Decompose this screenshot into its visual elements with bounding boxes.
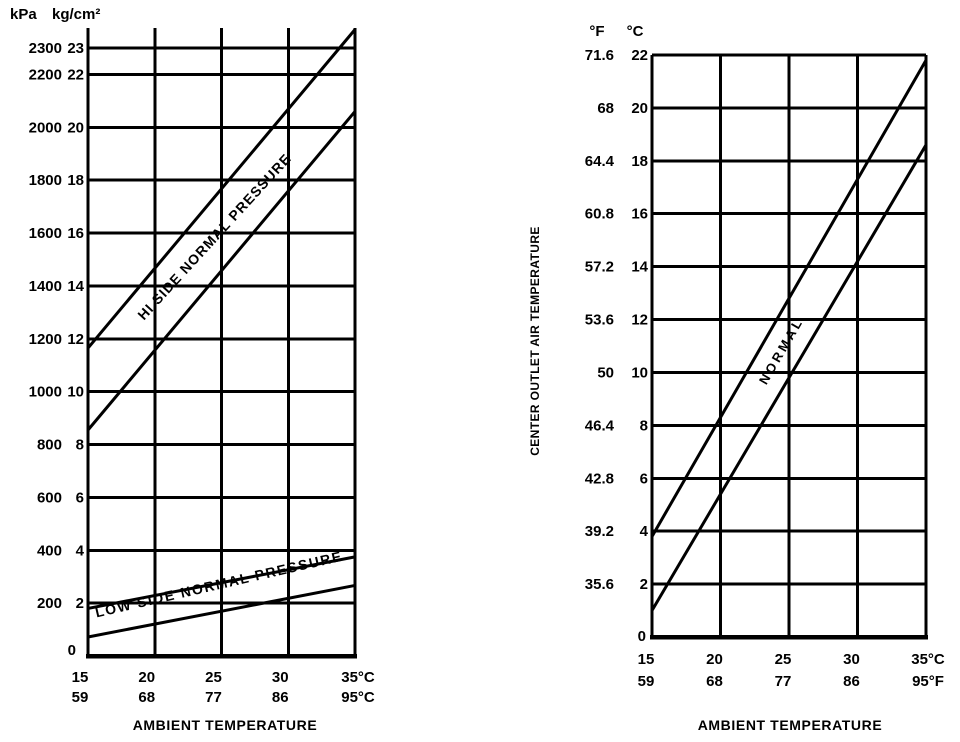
y-tick-label-f: 71.6: [585, 47, 614, 64]
x-tick-label-fahrenheit: 86: [272, 689, 289, 706]
y-tick-label-kpa: 1000: [29, 384, 62, 401]
y-tick-label-f: 60.8: [585, 206, 614, 223]
y-tick-label-kpa: 2000: [29, 119, 62, 136]
outlet-temp-unit-c-label: °C: [627, 23, 644, 40]
x-tick-label-fahrenheit: 95°F: [912, 673, 944, 690]
y-tick-label-c: 22: [631, 47, 648, 64]
low-side-normal-pressure-lower-bound-line: [87, 583, 356, 639]
outlet-temp-chart-series: [650, 59, 928, 612]
y-tick-label-kpa: 1600: [29, 225, 62, 242]
x-tick-label-celsius: 15: [72, 669, 89, 686]
y-tick-label-f: 35.6: [585, 576, 614, 593]
x-tick-label-celsius: 35°C: [911, 651, 945, 668]
x-tick-label-fahrenheit: 68: [706, 673, 723, 690]
x-tick-label-fahrenheit: 59: [72, 689, 89, 706]
y-tick-label-kg: 23: [67, 40, 84, 57]
x-tick-label-celsius: 25: [775, 651, 792, 668]
outlet-temp-unit-f-label: °F: [589, 23, 604, 40]
low-side-normal-pressure-upper-bound-line: [87, 555, 356, 610]
normal-band-lower-bound-line: [650, 144, 928, 612]
x-tick-label-fahrenheit: 95°C: [341, 689, 375, 706]
y-tick-label-kg: 12: [67, 331, 84, 348]
y-tick-label-kg: 0: [68, 642, 76, 659]
y-tick-label-kpa: 800: [37, 437, 62, 454]
y-tick-label-c: 6: [640, 470, 648, 487]
x-tick-label-celsius: 20: [138, 669, 155, 686]
x-tick-label-celsius: 25: [205, 669, 222, 686]
y-tick-label-c: 16: [631, 206, 648, 223]
pressure-unit-kgcm2-label: kg/cm²: [52, 6, 100, 23]
x-tick-label-fahrenheit: 77: [205, 689, 222, 706]
y-tick-label-kpa: 2200: [29, 66, 62, 83]
hi-side-normal-pressure-lower-bound-line: [86, 110, 357, 431]
outlet-temp-chart-gridlines: [650, 53, 928, 640]
x-tick-label-celsius: 20: [706, 651, 723, 668]
y-tick-label-c: 10: [631, 364, 648, 381]
normal-band-upper-bound-line: [650, 59, 928, 538]
y-tick-label-kg: 4: [76, 542, 85, 559]
pressure-chart-series: [86, 28, 357, 639]
y-tick-label-kg: 18: [67, 172, 84, 189]
y-tick-label-c: 20: [631, 100, 648, 117]
y-tick-label-c: 2: [640, 576, 648, 593]
pressure-chart-gridlines: [86, 28, 357, 659]
y-tick-label-f: 53.6: [585, 312, 614, 329]
y-tick-label-kpa: 400: [37, 542, 62, 559]
y-tick-label-kpa: 600: [37, 489, 62, 506]
y-tick-label-kg: 22: [67, 66, 84, 83]
y-tick-label-f: 57.2: [585, 259, 614, 276]
x-tick-label-celsius: 30: [843, 651, 860, 668]
y-tick-label-kg: 2: [76, 595, 84, 612]
hi-side-normal-pressure-upper-bound-line: [86, 28, 357, 349]
y-tick-label-c: 14: [631, 259, 648, 276]
y-tick-label-c: 12: [631, 312, 648, 329]
y-tick-label-f: 50: [597, 364, 614, 381]
y-tick-label-kg: 14: [67, 278, 84, 295]
y-tick-label-c: 4: [640, 523, 649, 540]
outlet-temp-chart-x-axis-title: AMBIENT TEMPERATURE: [698, 717, 883, 733]
y-tick-label-kpa: 1800: [29, 172, 62, 189]
y-tick-label-f: 46.4: [585, 417, 615, 434]
y-tick-label-kg: 20: [67, 119, 84, 136]
y-tick-label-kg: 16: [67, 225, 84, 242]
x-tick-label-celsius: 30: [272, 669, 289, 686]
y-tick-label-kg: 10: [67, 384, 84, 401]
y-tick-label-kpa: 2300: [29, 40, 62, 57]
low-side-normal-pressure-band-label: LOW SIDE NORMAL PRESSURE: [94, 548, 345, 621]
y-tick-label-f: 39.2: [585, 523, 614, 540]
y-tick-label-c: 18: [631, 153, 648, 170]
y-tick-label-kg: 8: [76, 437, 84, 454]
x-tick-label-fahrenheit: 77: [775, 673, 792, 690]
y-tick-label-f: 68: [597, 100, 614, 117]
normal-band-label: NORMAL: [756, 315, 807, 387]
x-tick-label-celsius: 35°C: [341, 669, 375, 686]
pressure-chart-x-axis-title: AMBIENT TEMPERATURE: [133, 717, 318, 733]
y-tick-label-kg: 6: [76, 489, 84, 506]
y-tick-label-kpa: 1400: [29, 278, 62, 295]
hi-side-normal-pressure-band-label: HI SIDE NORMAL PRESSURE: [134, 150, 294, 323]
y-tick-label-f: 64.4: [585, 153, 615, 170]
y-tick-label-c: 0: [638, 628, 646, 645]
y-tick-label-kpa: 1200: [29, 331, 62, 348]
x-tick-label-fahrenheit: 86: [843, 673, 860, 690]
x-tick-label-celsius: 15: [638, 651, 655, 668]
x-tick-label-fahrenheit: 59: [638, 673, 655, 690]
y-tick-label-c: 8: [640, 417, 648, 434]
y-tick-label-kpa: 200: [37, 595, 62, 612]
x-tick-label-fahrenheit: 68: [138, 689, 155, 706]
y-tick-label-f: 42.8: [585, 470, 614, 487]
outlet-temp-chart-y-axis-title: CENTER OUTLET AIR TEMPERATURE: [528, 226, 542, 456]
pressure-unit-kpa-label: kPa: [10, 6, 37, 23]
